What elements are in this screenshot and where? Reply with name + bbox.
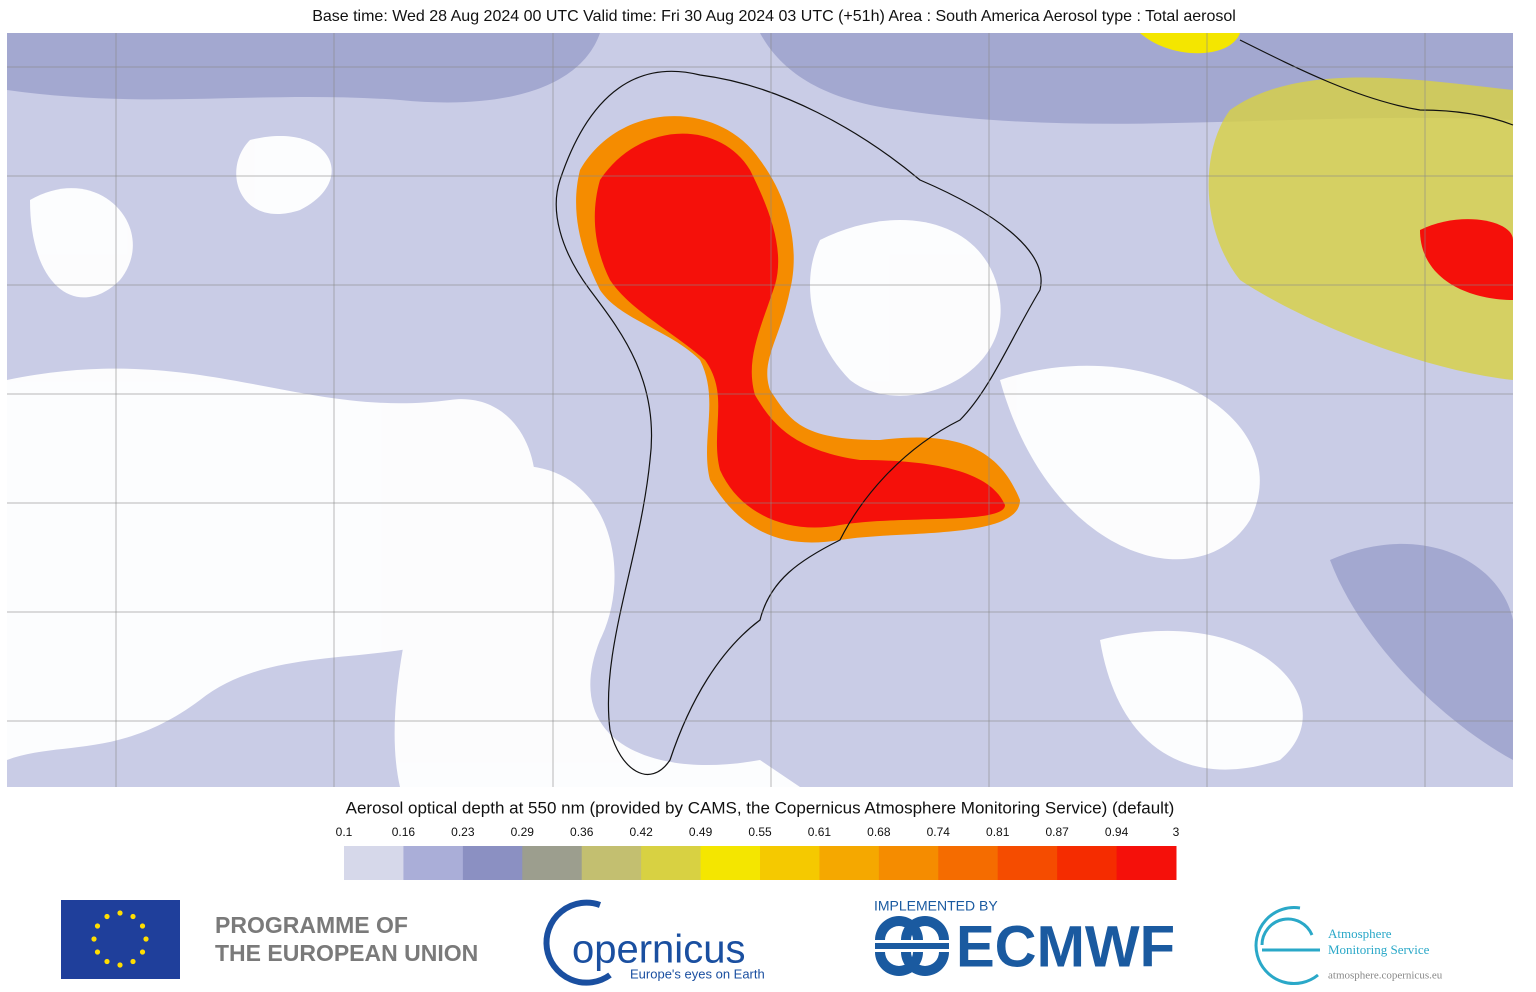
eu-star xyxy=(104,958,110,965)
eu-star xyxy=(117,962,123,968)
colorbar-box xyxy=(997,846,1058,880)
logos: PROGRAMME OF THE EUROPEAN UNION opernicu… xyxy=(61,898,1443,986)
colorbar-box xyxy=(938,846,999,880)
eu-star xyxy=(139,923,146,929)
eu-star xyxy=(143,936,149,942)
map xyxy=(7,33,1514,787)
eu-star xyxy=(139,949,146,955)
eu-star xyxy=(130,958,136,965)
colorbar-box xyxy=(344,846,404,880)
colorbar-box xyxy=(522,846,583,880)
copernicus-tagline: Europe's eyes on Earth xyxy=(630,966,765,981)
colorbar-box xyxy=(641,846,702,880)
ams-text: Monitoring Service xyxy=(1328,942,1430,957)
colorbar-tick-label: 0.61 xyxy=(808,825,832,839)
colorbar-tick-label: 0.42 xyxy=(629,825,653,839)
colorbar-tick-label: 0.87 xyxy=(1045,825,1069,839)
colorbar-tick-label: 0.94 xyxy=(1105,825,1129,839)
colorbar-tick-label: 0.1 xyxy=(336,825,353,839)
colorbar-box xyxy=(819,846,880,880)
eu-star xyxy=(104,913,110,920)
colorbar-box xyxy=(1116,846,1177,880)
colorbar-box xyxy=(403,846,464,880)
colorbar-title: Aerosol optical depth at 550 nm (provide… xyxy=(346,798,1175,817)
ams-url: atmosphere.copernicus.eu xyxy=(1328,970,1443,982)
colorbar: 0.1 0.16 0.23 0.29 0.36 0.42 0.49 0.55 0.61 0.68 0… xyxy=(336,825,1180,880)
implemented-by: IMPLEMENTED BY xyxy=(874,898,998,914)
eu-star xyxy=(91,936,97,942)
colorbar-tick-label: 0.74 xyxy=(927,825,951,839)
colorbar-tick-label: 0.16 xyxy=(392,825,416,839)
colorbar-box xyxy=(700,846,761,880)
copernicus-text: opernicus xyxy=(572,928,745,972)
colorbar-tick-label: 0.68 xyxy=(867,825,891,839)
colorbar-tick-label: 0.55 xyxy=(748,825,772,839)
colorbar-box xyxy=(462,846,523,880)
ams-icon xyxy=(1254,906,1320,986)
colorbar-tick-label: 0.49 xyxy=(689,825,713,839)
eu-text: THE EUROPEAN UNION xyxy=(215,940,478,966)
copernicus-c xyxy=(543,899,612,986)
eu-star xyxy=(94,923,101,929)
colorbar-tick-label: 0.81 xyxy=(986,825,1010,839)
colorbar-box xyxy=(878,846,939,880)
colorbar-tick-label: 0.36 xyxy=(570,825,594,839)
header-title: Base time: Wed 28 Aug 2024 00 UTC Valid … xyxy=(312,8,1236,25)
ecmwf-icon xyxy=(875,916,949,976)
colorbar-box xyxy=(760,846,820,880)
eu-star xyxy=(117,910,123,916)
ecmwf-text: ECMWF xyxy=(956,914,1175,979)
colorbar-tick-label: 3 xyxy=(1173,825,1180,839)
colorbar-box xyxy=(581,846,642,880)
colorbar-tick-label: 0.23 xyxy=(451,825,475,839)
colorbar-box xyxy=(1057,846,1118,880)
eu-text: PROGRAMME OF xyxy=(215,912,408,938)
eu-star xyxy=(94,949,101,955)
ams-text: Atmosphere xyxy=(1328,926,1392,941)
eu-star xyxy=(130,913,136,920)
colorbar-tick-label: 0.29 xyxy=(511,825,535,839)
